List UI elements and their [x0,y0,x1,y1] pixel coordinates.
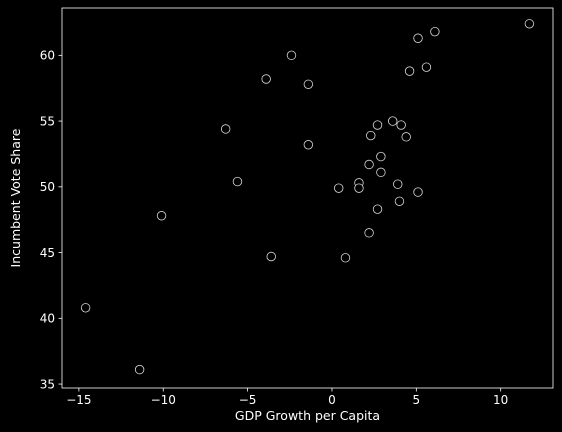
data-point [80,303,91,313]
data-point [266,251,276,262]
data-point [303,140,314,150]
y-tick-label: 40 [40,312,55,326]
points-layer [80,19,535,375]
x-tick-label: 0 [328,393,336,407]
data-point [364,159,374,170]
ticks-layer: −15 −10 −5 0 5 10 35 40 45 50 55 60 [40,49,509,407]
data-point [303,79,314,89]
data-point [232,176,243,187]
data-point [404,66,415,76]
y-tick-label: 35 [40,377,55,391]
x-tick-label: 10 [493,393,508,407]
data-point [376,167,386,178]
data-point [334,183,344,193]
data-point [413,33,423,43]
data-point [340,253,351,263]
y-axis-label: Incumbent Vote Share [8,128,23,267]
data-point [430,26,440,37]
data-point [286,50,297,61]
data-point [354,183,364,193]
data-point [394,196,405,206]
y-tick-label: 55 [40,114,55,128]
data-point [366,130,376,141]
data-point [524,19,535,29]
x-tick-label: 5 [413,393,421,407]
x-tick-label: −5 [239,393,257,407]
y-tick-label: 45 [40,246,55,260]
data-point [388,116,398,126]
x-tick-label: −10 [151,393,176,407]
data-point [393,179,403,189]
data-point [372,120,383,130]
data-point [220,124,231,134]
data-point [134,364,145,375]
y-tick-label: 50 [40,180,55,194]
x-tick-label: −15 [66,393,91,407]
data-point [421,62,432,72]
data-point [261,74,271,84]
plot-frame [61,7,554,389]
data-point [401,132,411,142]
data-point [372,204,383,214]
x-axis-label: GDP Growth per Capita [235,408,380,423]
data-point [156,211,167,221]
data-point [413,187,423,197]
data-point [376,151,386,162]
data-point [396,120,406,130]
y-tick-label: 60 [40,49,55,63]
data-point [364,228,374,238]
